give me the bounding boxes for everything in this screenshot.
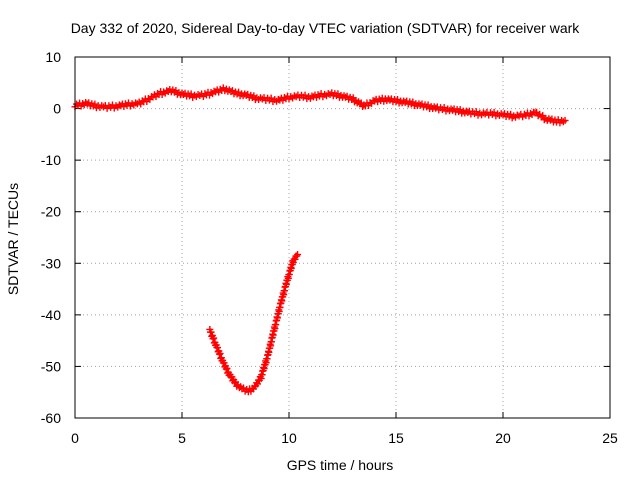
grid-lines xyxy=(75,57,610,418)
y-tick-label: -60 xyxy=(41,410,61,426)
x-tick-label: 5 xyxy=(178,430,186,446)
chart-title: Day 332 of 2020, Sidereal Day-to-day VTE… xyxy=(71,20,581,36)
data-point xyxy=(308,92,316,100)
data-point xyxy=(343,92,351,100)
data-point xyxy=(254,380,262,388)
data-point xyxy=(520,110,528,118)
data-point xyxy=(187,90,195,98)
y-tick-label: -20 xyxy=(41,204,61,220)
axis-ticks xyxy=(74,56,611,419)
x-tick-label: 20 xyxy=(495,430,511,446)
tick-labels: 0 5 10 15 20 25 10 0 -10 -20 -30 -40 -50 -60 xyxy=(41,49,618,446)
data-point xyxy=(280,93,288,101)
data-point xyxy=(293,252,301,260)
data-point xyxy=(394,96,402,104)
data-point xyxy=(73,100,81,108)
y-tick-label: -40 xyxy=(41,307,61,323)
series-dip-track xyxy=(206,251,302,396)
y-tick-label: -10 xyxy=(41,152,61,168)
x-axis-label: GPS time / hours xyxy=(287,457,394,473)
data-point xyxy=(314,91,322,99)
data-point xyxy=(294,251,302,259)
data-point xyxy=(115,101,123,109)
data-point xyxy=(456,106,464,114)
data-point xyxy=(220,359,228,367)
data-point xyxy=(121,100,129,108)
x-tick-label: 15 xyxy=(388,430,404,446)
data-point xyxy=(223,364,231,372)
x-tick-label: 25 xyxy=(602,430,618,446)
y-tick-label: -50 xyxy=(41,358,61,374)
data-point xyxy=(228,87,236,95)
data-point xyxy=(244,90,252,98)
x-tick-label: 0 xyxy=(71,430,79,446)
data-point xyxy=(375,95,383,103)
data-point xyxy=(464,108,472,116)
series-main-track xyxy=(71,84,569,127)
y-tick-label: 0 xyxy=(53,101,61,117)
x-tick-label: 10 xyxy=(281,430,297,446)
data-points xyxy=(71,84,569,396)
plot-frame xyxy=(74,56,611,419)
data-point xyxy=(201,90,209,98)
data-point xyxy=(216,85,224,93)
data-point xyxy=(561,116,569,124)
y-axis-label: SDTVAR / TECUs xyxy=(5,183,21,295)
y-tick-label: -30 xyxy=(41,255,61,271)
data-point xyxy=(507,110,515,118)
data-point xyxy=(163,87,171,95)
y-tick-label: 10 xyxy=(45,49,61,65)
data-point xyxy=(240,384,248,392)
